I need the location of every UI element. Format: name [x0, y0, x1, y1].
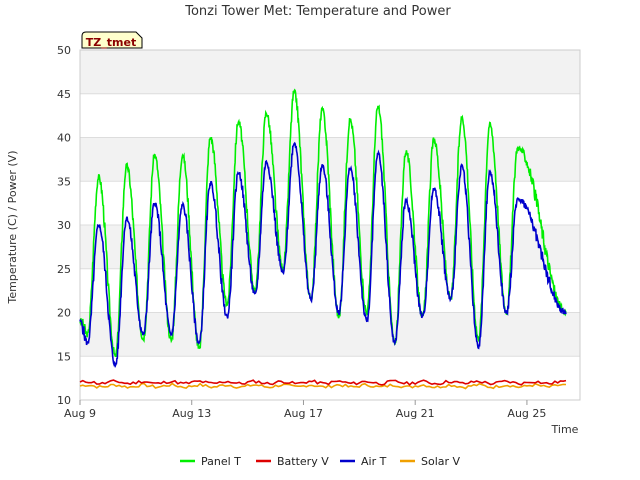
- legend-item-solar-v: Solar V: [400, 455, 461, 468]
- series-line-battery-v: [79, 379, 567, 386]
- plot-band: [80, 268, 580, 313]
- plot-frame: [79, 49, 581, 401]
- y-tick-label: 10: [57, 394, 71, 407]
- x-tick-label: Aug 17: [284, 407, 323, 420]
- y-axis-ticks: 10 15 20 25 30 35 40 45 50: [57, 44, 71, 407]
- legend: Panel T Battery V Air T Solar V: [180, 455, 461, 468]
- y-tick-label: 20: [57, 307, 71, 320]
- x-tick-label: Aug 9: [64, 407, 96, 420]
- y-tick-label: 50: [57, 44, 71, 57]
- site-badge: TZ_tmet: [81, 31, 143, 49]
- legend-item-air-t: Air T: [340, 455, 387, 468]
- y-tick-label: 30: [57, 219, 71, 232]
- plot-band: [80, 356, 580, 400]
- legend-item-panel-t: Panel T: [180, 455, 241, 468]
- chart-title: Tonzi Tower Met: Temperature and Power: [184, 4, 451, 19]
- y-tick-label: 25: [57, 263, 71, 276]
- site-badge-box: [81, 31, 143, 49]
- x-tick-label: Aug 13: [172, 407, 211, 420]
- series-line-air-t: [79, 141, 567, 369]
- series-lines: [79, 88, 567, 390]
- plot-band: [80, 312, 580, 357]
- y-tick-label: 35: [57, 175, 71, 188]
- y-tick-label: 40: [57, 132, 71, 145]
- legend-label-battery-v: Battery V: [277, 455, 329, 468]
- series-line-panel-t: [79, 88, 567, 358]
- legend-label-solar-v: Solar V: [421, 455, 461, 468]
- y-axis-label: Temperature (C) / Power (V): [6, 150, 19, 304]
- x-tick-label: Aug 21: [396, 407, 435, 420]
- legend-item-battery-v: Battery V: [256, 455, 329, 468]
- plot-band: [80, 50, 580, 94]
- legend-label-air-t: Air T: [361, 455, 387, 468]
- series-line-solar-v: [79, 382, 567, 390]
- x-axis-label: Time: [551, 423, 579, 436]
- x-tick-label: Aug 25: [507, 407, 546, 420]
- y-tick-label: 45: [57, 88, 71, 101]
- plot-band: [80, 93, 580, 138]
- y-tick-label: 15: [57, 350, 71, 363]
- site-badge-label: TZ_tmet: [86, 36, 136, 49]
- plot-band: [80, 137, 580, 182]
- x-axis-ticks: Aug 9 Aug 13 Aug 17 Aug 21 Aug 25: [64, 400, 546, 420]
- legend-label-panel-t: Panel T: [201, 455, 241, 468]
